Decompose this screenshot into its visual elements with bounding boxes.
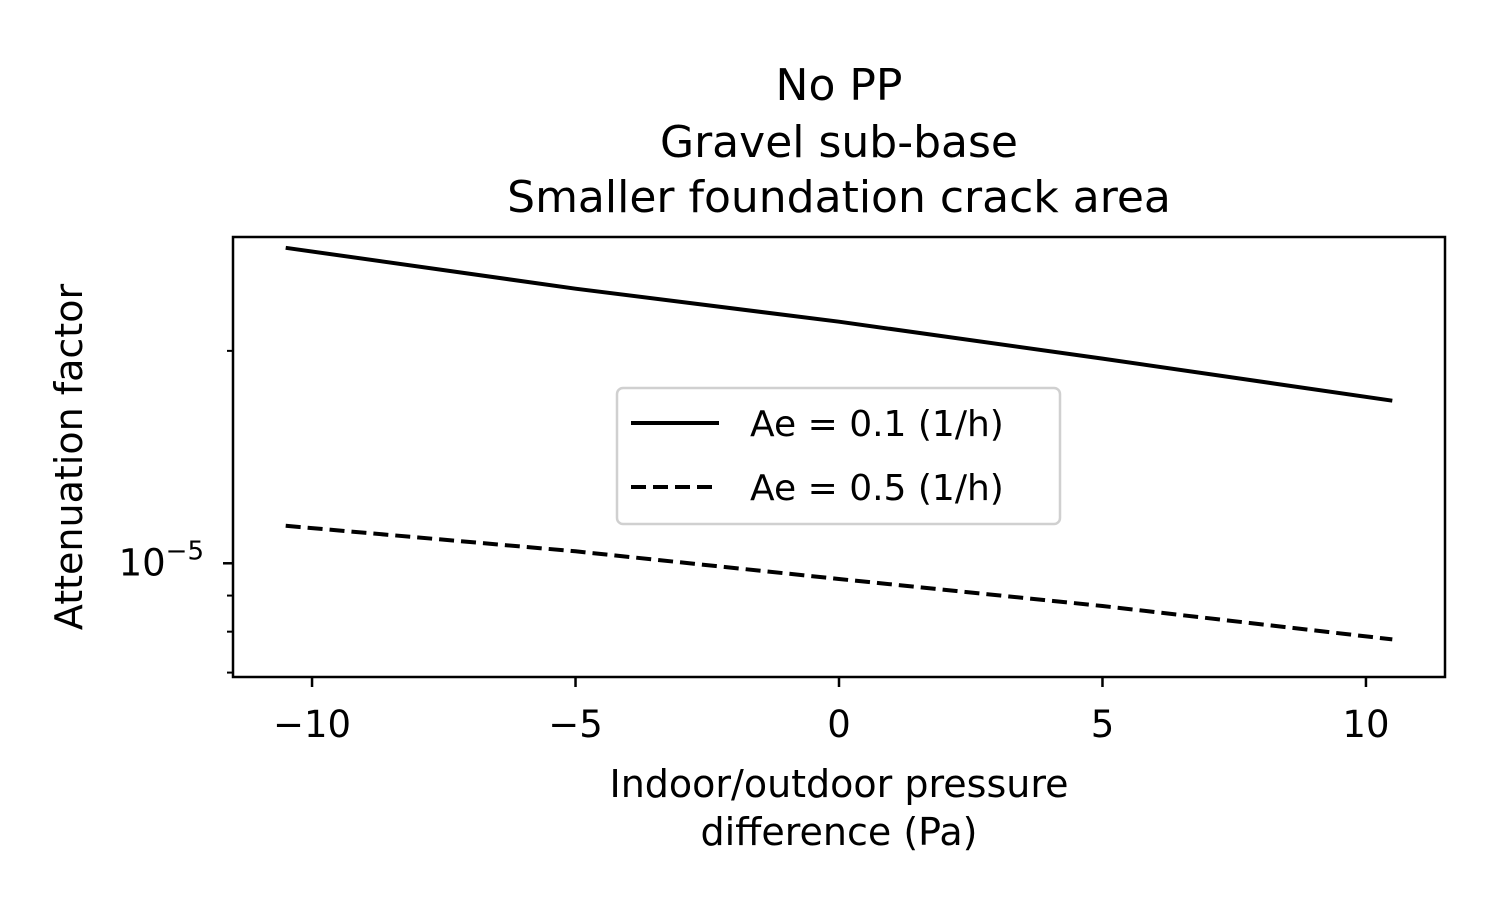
y-tick-label: 10−5 — [119, 536, 204, 584]
x-axis-label-line-1: Indoor/outdoor pressure — [609, 762, 1068, 806]
legend-label-ae-0-1: Ae = 0.1 (1/h) — [750, 404, 1004, 445]
legend-label-ae-0-5: Ae = 0.5 (1/h) — [750, 468, 1004, 509]
title-line-3: Smaller foundation crack area — [507, 172, 1171, 223]
title-line-2: Gravel sub-base — [660, 117, 1018, 168]
x-tick-label: −5 — [548, 703, 603, 746]
x-tick-label: −10 — [273, 703, 351, 746]
title-line-1: No PP — [776, 60, 903, 111]
x-tick-label: 10 — [1342, 703, 1389, 746]
series-line-2 — [285, 523, 1393, 642]
y-axis-label: Attenuation factor — [47, 284, 91, 631]
x-axis-label-line-2: difference (Pa) — [701, 810, 978, 854]
y-axis-ticks: 10−5 — [119, 349, 233, 674]
plot-area — [285, 245, 1393, 642]
x-tick-label: 5 — [1091, 703, 1115, 746]
x-tick-label: 0 — [827, 703, 851, 746]
x-axis-ticks: −10 −5 0 5 10 — [273, 677, 1390, 746]
chart-title: No PP Gravel sub-base Smaller foundation… — [507, 60, 1171, 223]
series-line-1 — [285, 245, 1393, 403]
legend-box — [615, 386, 1062, 526]
legend: Ae = 0.1 (1/h) Ae = 0.5 (1/h) — [615, 386, 1062, 526]
